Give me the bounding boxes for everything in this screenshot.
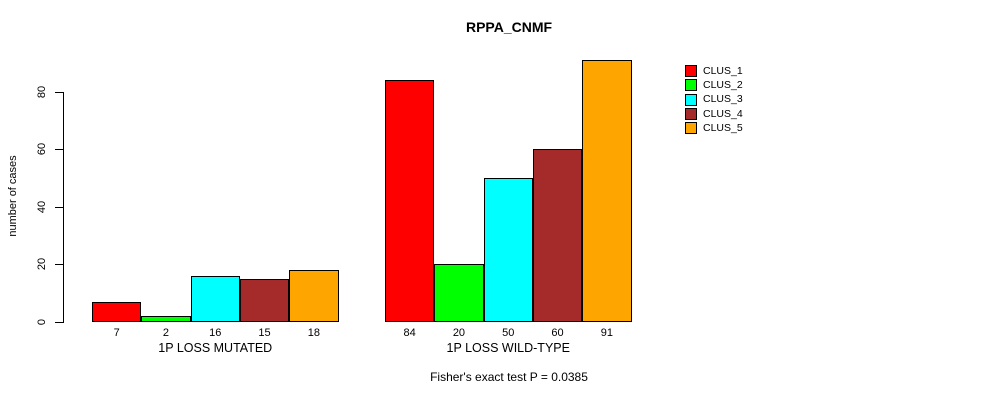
bar-value-label: 15 xyxy=(258,327,271,339)
legend-swatch xyxy=(685,79,697,92)
bar xyxy=(92,301,141,322)
legend-swatch xyxy=(685,108,697,121)
y-tick xyxy=(55,206,63,208)
legend-item: CLUS_3 xyxy=(685,93,743,107)
bar-value-label: 18 xyxy=(307,327,320,339)
legend-label: CLUS_4 xyxy=(703,107,743,120)
legend-swatch xyxy=(685,122,697,135)
legend-item: CLUS_1 xyxy=(685,64,743,78)
y-tick xyxy=(55,322,63,323)
legend-label: CLUS_1 xyxy=(703,64,743,77)
legend: CLUS_1 CLUS_2 CLUS_3 CLUS_4 CLUS_5 xyxy=(685,64,743,135)
bar xyxy=(240,278,289,322)
y-tick-label: 20 xyxy=(36,258,48,271)
bar-value-label: 60 xyxy=(551,327,564,339)
y-axis-label: number of cases xyxy=(7,155,19,237)
legend-item: CLUS_5 xyxy=(685,121,743,135)
bar xyxy=(533,149,582,322)
bar xyxy=(191,275,240,322)
y-tick-label: 80 xyxy=(36,85,48,98)
y-tick xyxy=(55,149,63,151)
bar xyxy=(434,264,484,322)
bar-value-label: 20 xyxy=(452,327,466,339)
bar xyxy=(141,316,191,322)
group-label: 1P LOSS MUTATED xyxy=(158,341,273,355)
legend-label: CLUS_3 xyxy=(703,93,743,106)
legend-item: CLUS_4 xyxy=(685,107,743,121)
bar-value-label: 7 xyxy=(113,327,120,339)
bar-value-label: 16 xyxy=(209,327,222,339)
legend-label: CLUS_5 xyxy=(703,121,743,134)
legend-item: CLUS_2 xyxy=(685,78,743,92)
legend-label: CLUS_2 xyxy=(703,78,743,91)
bar-value-label: 50 xyxy=(502,327,515,339)
y-tick xyxy=(55,264,63,266)
y-tick-label: 40 xyxy=(36,200,48,213)
bar xyxy=(582,60,632,322)
bar xyxy=(385,80,434,322)
group-label: 1P LOSS WILD-TYPE xyxy=(446,341,570,355)
bar xyxy=(289,270,339,322)
bar-value-label: 91 xyxy=(600,327,613,339)
y-axis-line xyxy=(63,91,64,323)
legend-swatch xyxy=(685,65,697,78)
y-tick-label: 0 xyxy=(36,318,48,326)
bar xyxy=(484,178,533,322)
y-tick xyxy=(55,91,63,93)
footnote: Fisher's exact test P = 0.0385 xyxy=(430,370,588,384)
bar-value-label: 84 xyxy=(403,327,416,339)
y-tick-label: 60 xyxy=(36,143,48,156)
legend-swatch xyxy=(685,93,697,106)
bar-value-label: 2 xyxy=(162,327,169,339)
chart-title: RPPA_CNMF xyxy=(465,19,553,35)
